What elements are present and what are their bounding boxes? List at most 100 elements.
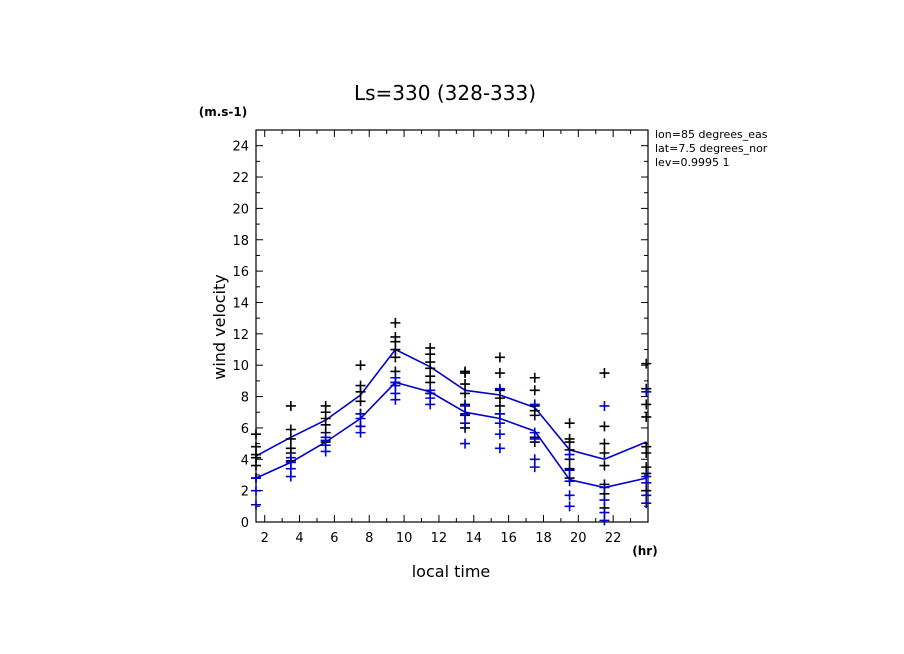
data-point-black [641,399,652,410]
x-axis-label: local time [412,562,491,581]
y-tick-label: 4 [241,453,249,468]
data-point-blue [251,499,261,510]
data-point-black [641,411,652,422]
series-line-1 [255,348,647,461]
info-lon: lon=85 degrees_eas [655,128,768,141]
data-point-black [494,352,505,363]
data-point-blue [460,438,471,449]
x-tick-label: 22 [605,531,622,546]
data-point-black [494,368,505,379]
data-point-blue [494,443,505,454]
x-tick-label: 4 [295,531,303,546]
data-point-blue [564,465,575,476]
y-tick-label: 2 [241,485,249,500]
data-point-blue [494,429,505,440]
data-point-blue [285,452,296,463]
data-point-blue [641,471,652,482]
data-point-blue [494,408,505,419]
x-tick-label: 18 [535,531,552,546]
data-point-black [599,448,610,459]
y-tick-label: 16 [232,265,249,280]
info-lat: lat=7.5 degrees_nor [655,142,768,155]
y-tick-label: 8 [241,391,249,406]
y-tick-label: 24 [232,140,249,155]
data-point-black [599,438,610,449]
data-point-black [285,424,296,435]
y-tick-label: 10 [232,359,249,374]
series-line-2 [255,381,647,489]
data-point-black [355,360,366,371]
y-tick-label: 18 [232,234,249,249]
y-unit-label: (m.s-1) [199,105,248,119]
data-point-blue [564,501,575,512]
y-axis-label: wind velocity [210,274,229,379]
data-point-black [355,380,366,391]
x-tick-label: 20 [570,531,587,546]
scatter-markers [251,317,652,526]
data-point-black [390,331,401,342]
data-point-blue [641,490,652,501]
x-tick-label: 2 [261,531,269,546]
x-tick-label: 12 [431,531,448,546]
data-point-blue [529,454,540,465]
y-tick-label: 12 [232,328,249,343]
data-point-black [320,400,331,411]
data-point-black [285,443,296,454]
data-point-black [251,441,261,452]
x-tick-label: 14 [466,531,483,546]
data-point-black [641,441,652,452]
data-point-blue [320,432,331,443]
info-lev: lev=0.9995 1 [655,156,730,169]
data-point-blue [599,482,610,493]
data-point-blue [564,449,575,460]
y-tick-label: 20 [232,202,249,217]
data-point-black [355,396,366,407]
data-point-blue [494,383,505,394]
x-tick-label: 10 [396,531,413,546]
y-tick-label: 0 [241,516,249,531]
data-point-black [599,368,610,379]
series-lines [255,348,647,489]
data-point-black [564,418,575,429]
data-point-blue [251,473,261,484]
x-tick-label: 16 [500,531,517,546]
data-point-black [425,342,436,353]
data-point-blue [599,400,610,411]
data-point-blue [425,385,436,396]
data-point-blue [460,400,471,411]
data-point-black [251,429,261,440]
data-point-black [599,460,610,471]
data-point-black [641,358,652,369]
data-point-blue [390,372,401,383]
data-point-black [599,421,610,432]
data-point-blue [599,495,610,506]
data-point-black [460,388,471,399]
data-point-black [641,462,652,473]
data-point-blue [529,399,540,410]
plot-frame [255,129,649,523]
data-point-blue [641,386,652,397]
y-tick-label: 14 [232,296,249,311]
y-tick-label: 6 [241,422,249,437]
x-tick-label: 6 [330,531,338,546]
data-point-blue [564,476,575,487]
data-point-black [529,385,540,396]
data-point-black [390,317,401,328]
data-point-black [285,433,296,444]
data-point-black [529,372,540,383]
data-point-black [460,379,471,390]
data-point-blue [564,490,575,501]
data-point-blue [599,507,610,518]
x-unit-label: (hr) [632,544,657,558]
data-point-blue [529,427,540,438]
data-point-blue [494,418,505,429]
data-point-blue [355,408,366,419]
data-point-blue [460,418,471,429]
data-point-black [460,366,471,377]
x-tick-label: 8 [365,531,373,546]
data-point-blue [251,485,261,496]
data-point-black [285,400,296,411]
chart-title: Ls=330 (328-333) [354,81,536,105]
